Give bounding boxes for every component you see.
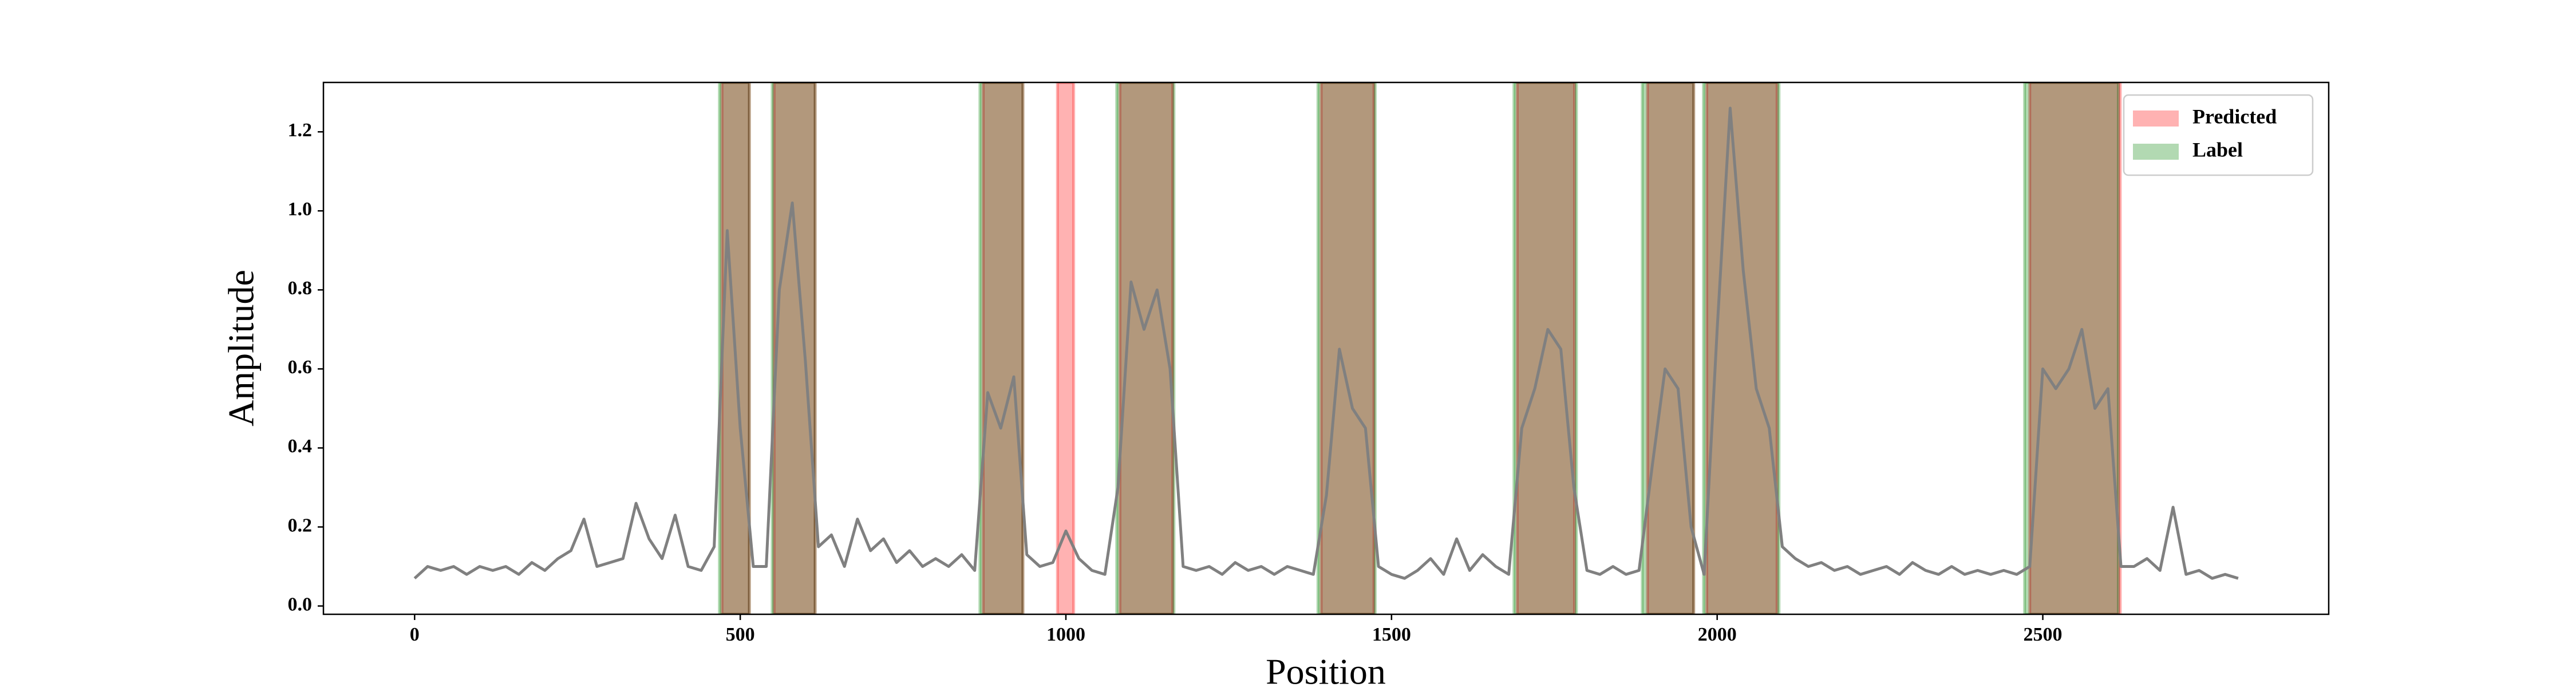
- y-tick-label: 1.2: [288, 120, 313, 141]
- span: [978, 82, 1025, 614]
- x-tick-label: 1000: [1046, 624, 1085, 645]
- legend-box: [2123, 94, 2314, 176]
- x-tick-label: 2500: [2024, 624, 2063, 645]
- legend-label: Label: [2192, 138, 2243, 161]
- y-tick-label: 0.6: [288, 357, 313, 378]
- y-tick-label: 0.2: [288, 515, 313, 536]
- x-tick-label: 1500: [1372, 624, 1411, 645]
- legend-swatch: [2133, 110, 2179, 127]
- x-tick-label: 0: [410, 624, 420, 645]
- y-tick-label: 0.4: [288, 436, 313, 457]
- legend: Predicted Label: [2123, 94, 2314, 176]
- span: [1512, 82, 1578, 614]
- span: [1056, 82, 1076, 614]
- y-tick-label: 0.0: [288, 594, 313, 615]
- x-axis-label: Position: [1266, 652, 1386, 687]
- span: [1641, 82, 1696, 614]
- y-tick-label: 1.0: [288, 199, 313, 220]
- legend-label: Predicted: [2192, 105, 2277, 128]
- span: [2023, 82, 2120, 614]
- plot-frame: [322, 81, 2330, 615]
- y-axis-label: Amplitude: [221, 270, 262, 427]
- y-tick-label: 0.8: [288, 278, 313, 299]
- x-tick-label: 500: [726, 624, 755, 645]
- legend-swatch: [2133, 144, 2179, 160]
- x-tick-label: 2000: [1698, 624, 1737, 645]
- span: [771, 82, 817, 614]
- data-line: [413, 106, 2239, 580]
- plot-area: [413, 82, 2239, 614]
- span: [1316, 82, 1377, 614]
